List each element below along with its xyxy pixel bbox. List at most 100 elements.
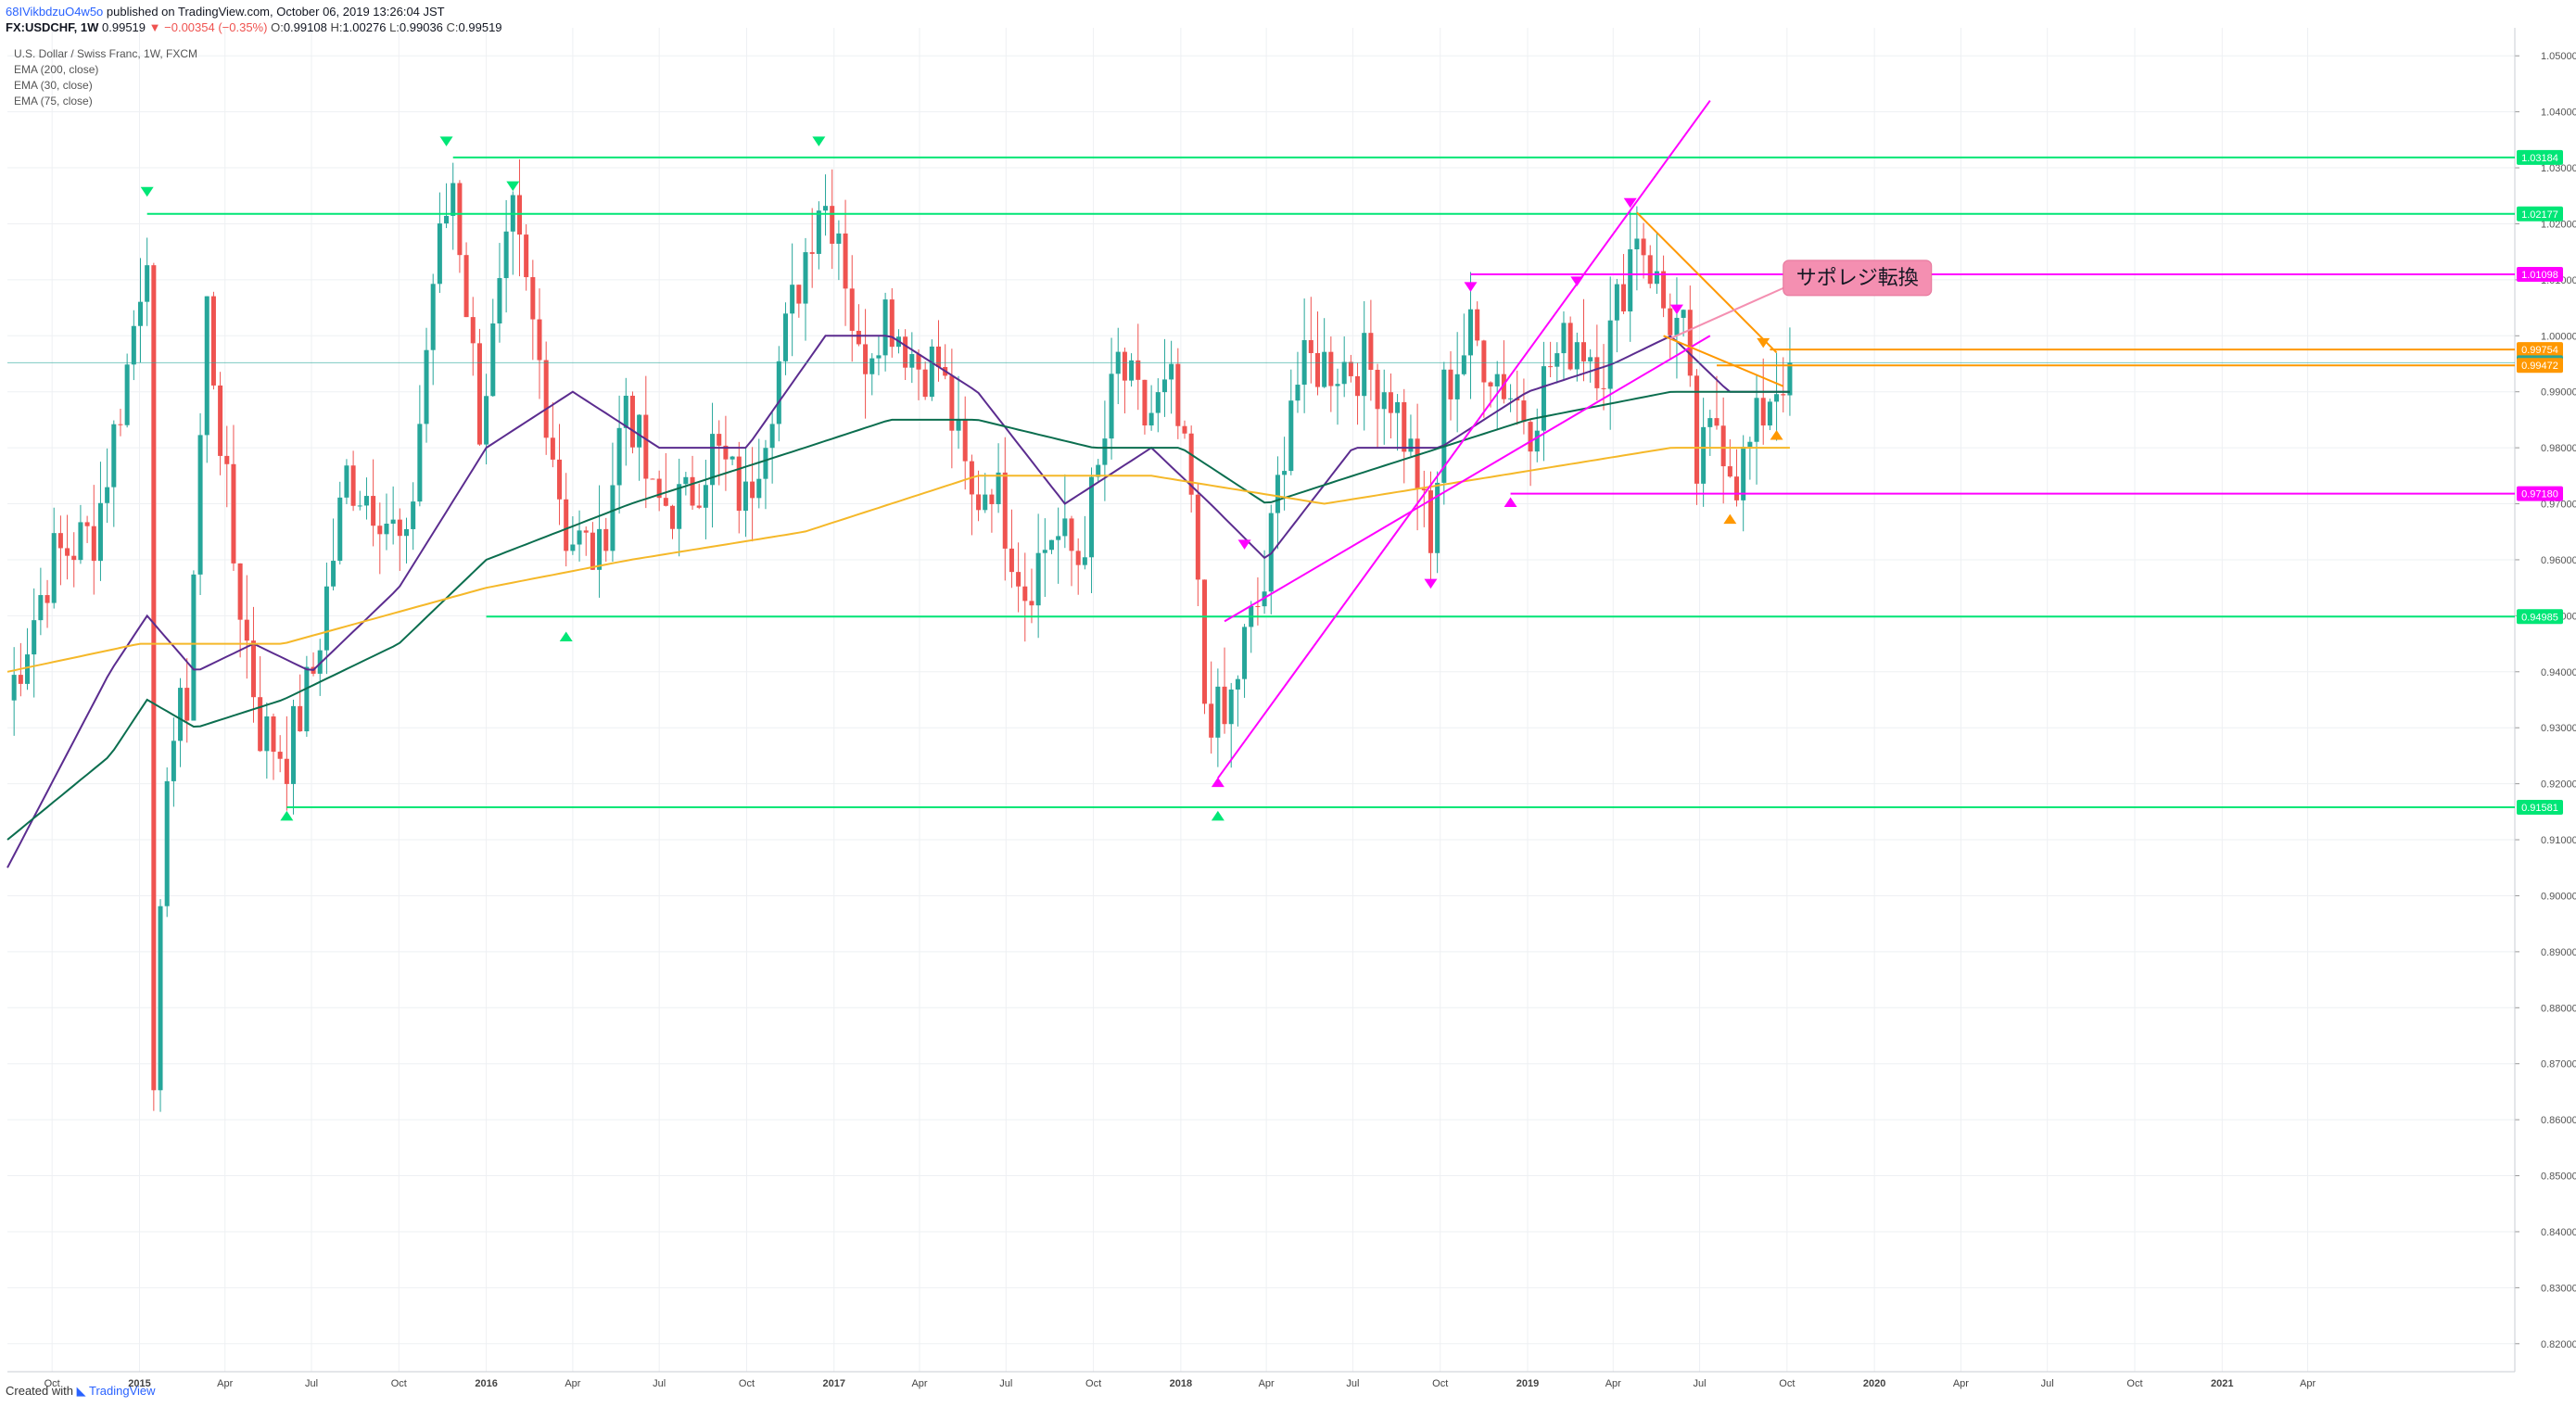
candle-body <box>976 494 982 511</box>
candle-body <box>277 752 283 759</box>
candle-body <box>989 494 995 504</box>
candle-body <box>756 478 762 499</box>
candle-body <box>882 299 888 356</box>
candle-body <box>1475 309 1480 341</box>
candle-body <box>637 414 642 448</box>
y-tick-label: 0.86000 <box>2541 1115 2576 1126</box>
candle-body <box>271 716 276 753</box>
trend-line <box>1224 335 1711 623</box>
candle-body <box>1574 342 1580 370</box>
candle-body <box>1062 518 1068 537</box>
annotation-callout <box>1783 260 1933 297</box>
arrow-down-marker-icon <box>1669 304 1683 315</box>
price-scale-badge <box>2517 609 2563 625</box>
candle-body <box>503 231 509 279</box>
candles <box>11 158 1793 1112</box>
candle-body <box>1075 551 1081 565</box>
candle-body <box>1314 352 1320 387</box>
legend-ema30[interactable]: EMA (30, close) <box>14 79 93 92</box>
candle-body <box>949 375 955 431</box>
close-label: C: <box>446 20 459 34</box>
candle-body <box>1428 490 1433 553</box>
candle-body <box>516 195 522 235</box>
price-scale-badge <box>2517 486 2563 501</box>
candle-body <box>1541 366 1546 431</box>
footer-brand[interactable]: TradingView <box>89 1384 156 1398</box>
x-tick-label: Jul <box>2041 1378 2054 1389</box>
change-down-icon: ▼ <box>148 20 161 34</box>
candle-body <box>1767 401 1772 426</box>
candle-body <box>935 346 942 368</box>
candle-body <box>1441 369 1447 483</box>
candle-body <box>543 360 549 438</box>
legend-title[interactable]: U.S. Dollar / Swiss Franc, 1W, FXCM <box>14 47 198 60</box>
author-link[interactable]: 68IVikbdzuO4w5o <box>6 5 104 19</box>
candle-body <box>790 285 795 314</box>
candle-body <box>298 705 303 732</box>
candle-body <box>1567 323 1573 370</box>
candle-body <box>1202 579 1208 704</box>
candle-body <box>1182 425 1187 434</box>
candle-body <box>1375 370 1380 410</box>
y-tick-label: 1.05000 <box>2541 51 2576 62</box>
candle-body <box>390 519 396 525</box>
price-scale-badge <box>2517 266 2563 282</box>
trend-line <box>1217 99 1711 779</box>
candle-body <box>530 277 536 320</box>
candle-body <box>25 654 31 684</box>
candle-body <box>603 528 609 551</box>
x-tick-label: 2021 <box>2211 1378 2233 1389</box>
candle-body <box>484 396 489 445</box>
candle-body <box>1209 703 1214 738</box>
candle-body <box>377 526 383 535</box>
candle-body <box>97 502 103 562</box>
candle-body <box>823 206 829 211</box>
candle-body <box>803 252 808 304</box>
candle-body <box>583 530 589 533</box>
candle-body <box>1741 446 1746 500</box>
arrow-down-marker-icon <box>1570 276 1584 286</box>
candle-body <box>145 265 150 302</box>
last-price: 0.99519 <box>102 20 146 34</box>
symbol-label: FX:USDCHF, 1W <box>6 20 99 34</box>
candle-body <box>677 484 682 529</box>
candle-body <box>444 215 450 224</box>
candle-body <box>1275 475 1280 513</box>
candle-body <box>564 499 569 551</box>
candle-body <box>1734 476 1740 500</box>
candle-body <box>1634 238 1640 249</box>
candle-body <box>1694 375 1699 484</box>
candle-body <box>736 456 742 512</box>
price-scale-badge <box>2517 342 2563 358</box>
arrow-up-marker-icon <box>1723 513 1737 525</box>
x-tick-label: Jul <box>999 1378 1012 1389</box>
arrow-up-marker-icon <box>1770 430 1783 440</box>
candle-body <box>1687 310 1693 376</box>
candle-body <box>843 233 848 289</box>
arrow-down-marker-icon <box>1464 282 1478 292</box>
x-tick-label: Apr <box>1953 1378 1969 1389</box>
y-tick-label: 0.90000 <box>2541 891 2576 902</box>
candle-body <box>424 349 429 424</box>
candle-body <box>1109 374 1114 439</box>
candle-body <box>1242 627 1248 679</box>
candle-body <box>830 206 835 244</box>
x-tick-label: 2020 <box>1863 1378 1885 1389</box>
candle-body <box>710 434 716 486</box>
legend-ema75[interactable]: EMA (75, close) <box>14 95 93 108</box>
candle-body <box>1188 433 1194 495</box>
ema-line <box>6 390 1790 841</box>
candle-body <box>1362 333 1367 397</box>
x-tick-label: 2016 <box>475 1378 497 1389</box>
candle-body <box>105 487 110 503</box>
x-tick-label: Jul <box>305 1378 318 1389</box>
arrow-up-marker-icon <box>1211 810 1225 821</box>
candle-body <box>869 358 875 374</box>
candle-body <box>723 445 729 460</box>
low-label: L: <box>389 20 400 34</box>
candle-body <box>610 485 615 551</box>
legend-ema200[interactable]: EMA (200, close) <box>14 63 99 76</box>
candle-body <box>1601 387 1606 389</box>
candle-body <box>863 344 869 374</box>
